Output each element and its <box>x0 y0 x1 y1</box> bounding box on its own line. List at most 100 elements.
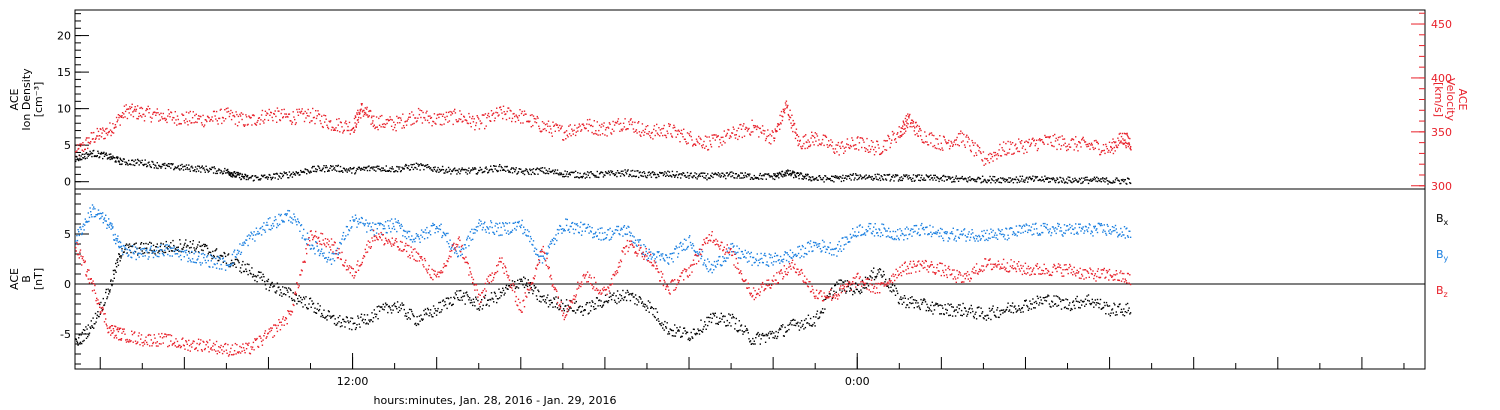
Bx-point <box>1105 313 1107 315</box>
series-point <box>1054 181 1057 184</box>
series-point <box>465 119 467 121</box>
series-point <box>725 134 728 136</box>
series-point <box>240 178 243 180</box>
Bx-point <box>454 292 457 294</box>
series-point <box>1044 134 1046 137</box>
Bx-point <box>586 302 588 304</box>
series-point <box>155 114 157 116</box>
Bx-point <box>1066 299 1069 301</box>
series-point <box>324 166 327 169</box>
By-point <box>267 224 269 226</box>
Bx-point <box>725 325 728 327</box>
series-point <box>238 174 240 176</box>
series-point <box>915 126 918 128</box>
Bx-point <box>318 310 320 312</box>
series-point <box>768 174 770 177</box>
series-point <box>1006 179 1009 181</box>
series-point <box>584 127 586 130</box>
series-point <box>838 154 840 156</box>
series-point <box>181 113 183 115</box>
Bx-point <box>666 322 668 324</box>
series-point <box>272 176 274 179</box>
series-point <box>786 106 788 108</box>
series-point <box>1043 143 1045 145</box>
series-point <box>604 129 607 131</box>
series-point <box>382 126 384 128</box>
series-point <box>883 139 885 142</box>
series-point <box>943 180 945 182</box>
series-point <box>886 140 888 142</box>
Bx-point <box>870 276 872 278</box>
By-point <box>164 249 166 251</box>
By-point <box>389 220 391 222</box>
series-point <box>453 168 455 170</box>
series-point <box>983 164 985 166</box>
series-point <box>970 150 972 153</box>
series-point <box>130 114 132 116</box>
Bx-point <box>802 323 804 326</box>
series-point <box>903 123 905 125</box>
series-point <box>631 175 633 178</box>
series-point <box>190 166 192 168</box>
series-point <box>749 173 751 175</box>
series-point <box>804 175 806 177</box>
By-point <box>209 254 212 256</box>
series-point <box>791 171 793 174</box>
series-point <box>774 178 776 181</box>
series-point <box>791 173 793 175</box>
By-point <box>92 208 94 210</box>
series-point <box>439 123 442 126</box>
series-point <box>1044 175 1046 177</box>
Bx-point <box>317 302 319 305</box>
Bx-point <box>788 328 790 331</box>
series-point <box>185 118 187 120</box>
series-point <box>441 168 443 171</box>
series-point <box>1120 179 1123 181</box>
Bx-point <box>440 311 442 313</box>
By-point <box>369 222 371 224</box>
Bx-point <box>196 246 198 248</box>
Bx-point <box>615 295 617 297</box>
Bx-point <box>843 281 845 283</box>
series-point <box>976 178 979 180</box>
series-point <box>789 170 791 172</box>
series-point <box>667 132 669 135</box>
series-point <box>447 171 449 173</box>
series-point <box>604 171 607 173</box>
series-point <box>927 144 930 146</box>
Bx-point <box>321 312 323 315</box>
Bx-point <box>212 250 214 253</box>
series-point <box>297 172 299 175</box>
series-point <box>110 157 113 159</box>
Bx-point <box>933 309 936 311</box>
series-point <box>906 122 908 124</box>
series-point <box>91 132 93 134</box>
series-point <box>848 175 850 177</box>
series-point <box>992 160 994 162</box>
series-point <box>1016 181 1018 184</box>
By-point <box>93 206 95 208</box>
Bx-point <box>358 323 360 325</box>
Bx-point <box>367 323 369 325</box>
Bx-point <box>986 314 988 316</box>
Bx-point <box>759 343 761 345</box>
Bx-point <box>450 296 452 299</box>
By-point <box>347 233 349 236</box>
Bx-point <box>463 295 466 297</box>
Bx-point <box>835 291 837 293</box>
series-point <box>1016 147 1018 149</box>
series-point <box>404 165 406 167</box>
Bx-point <box>737 330 739 333</box>
series-point <box>1077 150 1079 152</box>
series-point <box>781 170 784 173</box>
series-point <box>279 176 281 178</box>
Bx-point <box>972 315 975 318</box>
series-point <box>557 173 559 175</box>
series-point <box>302 171 304 173</box>
series-point <box>540 131 542 133</box>
series-point <box>329 167 331 169</box>
Bx-point <box>115 266 118 268</box>
series-point <box>1097 177 1099 180</box>
series-point <box>238 176 241 179</box>
series-point <box>925 135 927 137</box>
